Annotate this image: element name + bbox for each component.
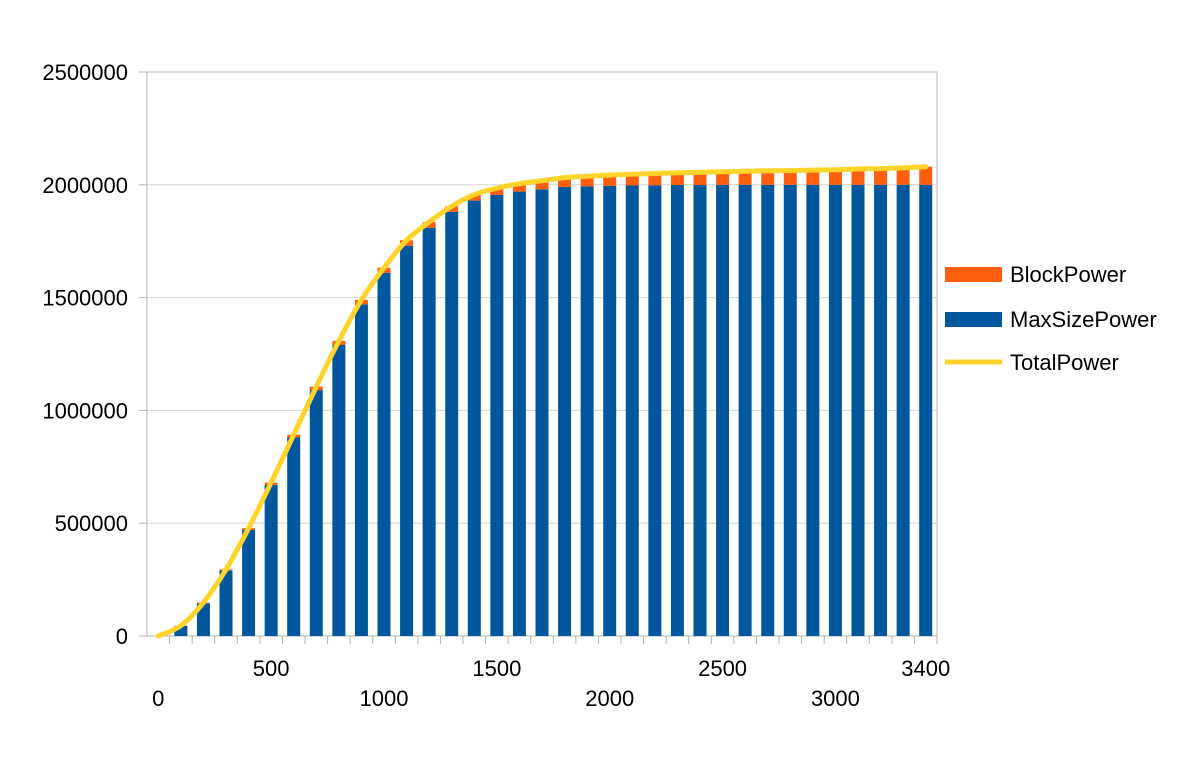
legend-label-blockpower: BlockPower: [1010, 262, 1126, 287]
bar-maxsizepower: [219, 570, 233, 636]
bar-maxsizepower: [851, 184, 865, 637]
y-axis-tick-labels: 0 500000 1000000 1500000 2000000 2500000: [42, 60, 128, 649]
bar-maxsizepower: [828, 184, 842, 637]
total-power-line: [155, 164, 929, 639]
legend-swatch-blockpower: [945, 267, 1002, 282]
legend-label-totalpower: TotalPower: [1010, 350, 1119, 375]
bar-blockpower: [874, 168, 888, 185]
bar-blockpower: [670, 172, 684, 186]
bar-blockpower: [828, 169, 842, 185]
bar-maxsizepower: [896, 184, 910, 637]
bar-maxsizepower: [422, 227, 436, 636]
bar-maxsizepower: [377, 272, 391, 636]
bar-maxsizepower: [670, 185, 684, 636]
bar-maxsizepower: [738, 184, 752, 637]
legend-swatch-maxsizepower: [945, 312, 1002, 327]
bar-maxsizepower: [264, 484, 278, 636]
y-tick-label: 1500000: [42, 286, 128, 311]
bar-maxsizepower: [445, 211, 459, 636]
bar-maxsizepower: [467, 200, 481, 637]
bar-maxsizepower: [400, 245, 414, 636]
bar-maxsizepower: [354, 304, 368, 636]
bar-maxsizepower: [287, 437, 301, 636]
legend: BlockPower MaxSizePower TotalPower: [945, 262, 1157, 375]
bar-blockpower: [512, 183, 526, 192]
y-tick-label: 500000: [55, 511, 128, 536]
bar-maxsizepower: [196, 603, 210, 636]
y-tick-label: 2500000: [42, 60, 128, 85]
bar-blockpower: [490, 188, 504, 195]
bar-blockpower: [603, 175, 617, 186]
y-tick-label: 0: [116, 624, 128, 649]
y-tick-label: 1000000: [42, 398, 128, 423]
line-totalpower: [155, 164, 929, 639]
x-tick-label: 1500: [472, 656, 521, 681]
bar-blockpower: [716, 171, 730, 185]
x-tick-label: 2000: [585, 686, 634, 711]
bar-blockpower: [535, 180, 549, 190]
bar-blockpower: [648, 173, 662, 186]
bar-maxsizepower: [558, 187, 572, 636]
bar-blockpower: [625, 174, 639, 186]
bar-maxsizepower: [716, 184, 730, 637]
bar-maxsizepower: [242, 529, 256, 636]
x-tick-label: 3000: [811, 686, 860, 711]
y-tick-label: 2000000: [42, 173, 128, 198]
bar-blockpower: [851, 169, 865, 185]
bar-maxsizepower: [625, 185, 639, 636]
x-tick-label: 500: [253, 656, 290, 681]
x-tick-label: 2500: [698, 656, 747, 681]
bar-blockpower: [806, 170, 820, 185]
bar-maxsizepower: [535, 189, 549, 636]
bar-blockpower: [919, 166, 933, 185]
bar-blockpower: [761, 170, 775, 185]
bar-maxsizepower: [603, 185, 617, 637]
legend-label-maxsizepower: MaxSizePower: [1010, 307, 1157, 332]
bar-maxsizepower: [693, 185, 707, 636]
bar-maxsizepower: [174, 625, 188, 636]
bar-maxsizepower: [332, 344, 346, 636]
bar-blockpower: [693, 172, 707, 186]
bar-blockpower: [580, 176, 594, 187]
bar-blockpower: [738, 171, 752, 185]
x-tick-label: 3400: [901, 656, 950, 681]
bars: [174, 166, 933, 637]
x-tick-label: 0: [152, 686, 164, 711]
bar-maxsizepower: [761, 184, 775, 637]
bar-blockpower: [896, 167, 910, 185]
bar-maxsizepower: [648, 185, 662, 636]
bar-blockpower: [783, 170, 797, 185]
x-axis-tick-labels: 0 500 1000 1500 2000 2500 3000 3400: [152, 656, 950, 711]
bar-maxsizepower: [806, 184, 820, 637]
bar-maxsizepower: [490, 194, 504, 636]
bar-blockpower: [558, 177, 572, 188]
bar-maxsizepower: [309, 390, 323, 636]
bar-maxsizepower: [874, 184, 888, 637]
x-tick-label: 1000: [360, 686, 409, 711]
bar-maxsizepower: [919, 184, 933, 637]
bar-maxsizepower: [783, 184, 797, 637]
bar-maxsizepower: [512, 191, 526, 636]
bar-blockpower: [467, 194, 481, 201]
bar-maxsizepower: [580, 186, 594, 636]
